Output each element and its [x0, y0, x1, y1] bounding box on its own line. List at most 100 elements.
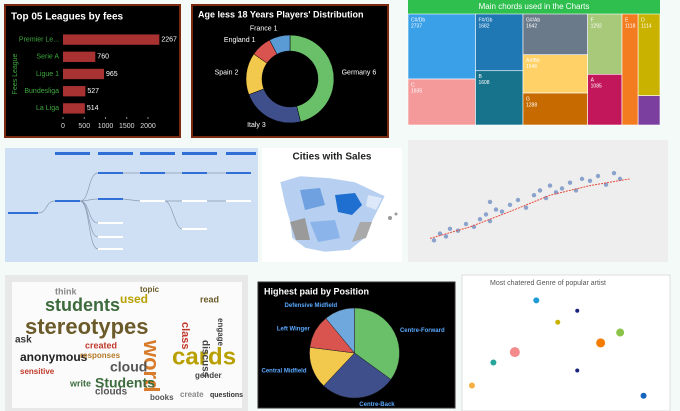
- word: discuss: [199, 340, 210, 378]
- slice-name: Italy: [247, 122, 260, 129]
- point: [468, 382, 475, 389]
- point: [499, 209, 505, 214]
- slice-value: 1: [274, 25, 278, 32]
- map-island: [394, 212, 398, 216]
- flow-node: [182, 228, 207, 230]
- slice-label: Germany 6: [342, 70, 377, 77]
- category-label: Premier Le...: [19, 36, 59, 43]
- chart-title: Top 05 Leagues by fees: [11, 12, 124, 23]
- tile-value: 1546: [526, 64, 537, 70]
- point: [547, 183, 553, 188]
- flow-bar: [8, 212, 38, 214]
- tile: [407, 78, 476, 126]
- slice-name: Defensive Midfield: [285, 303, 338, 309]
- tile-value: 1292: [591, 23, 602, 29]
- tile-value: 1288: [526, 102, 537, 108]
- chart-title: Highest paid by Position: [264, 286, 369, 296]
- tile-label: G: [526, 96, 530, 102]
- tile-label: F: [591, 17, 594, 23]
- bar: [63, 68, 105, 80]
- chart-title: Age less 18 Years Players' Distribution: [198, 9, 364, 19]
- point: [579, 176, 585, 182]
- flow-bar: [55, 152, 90, 155]
- word: used: [120, 292, 148, 306]
- point: [507, 202, 513, 207]
- word: write: [69, 378, 91, 388]
- panel: [461, 274, 671, 411]
- flow-headers: [8, 152, 256, 214]
- slice-label: Centre-Forward: [400, 327, 445, 333]
- word: cloud: [110, 359, 147, 375]
- point: [596, 338, 606, 348]
- map-panel: Cities with Sales: [262, 148, 402, 262]
- slice-value: 1: [252, 37, 256, 44]
- word: word: [139, 339, 164, 393]
- map-region: [290, 218, 310, 240]
- word: books: [150, 393, 174, 402]
- slice-name: Germany: [342, 70, 371, 77]
- word: think: [55, 286, 77, 296]
- point: [437, 231, 443, 236]
- flow-nodes: [98, 200, 251, 250]
- point: [543, 195, 549, 201]
- slice-label: Central Midfield: [261, 368, 306, 374]
- flow-panel: [5, 148, 258, 262]
- flow-node: [98, 248, 123, 250]
- tile-label: G#/Ab: [526, 17, 540, 23]
- tile-value: 1118: [625, 23, 636, 29]
- bar: [63, 34, 160, 45]
- point: [575, 368, 580, 373]
- slice: [289, 34, 335, 123]
- chart-title: Main chords used in the Charts: [479, 2, 590, 11]
- category-label: Ligue 1: [36, 71, 59, 78]
- flow-node: [98, 236, 123, 238]
- tile-value: 1935: [411, 88, 422, 94]
- word: responses: [80, 351, 121, 360]
- x-tick-label: 1000: [98, 123, 114, 130]
- x-tick-label: 500: [78, 123, 90, 130]
- point: [447, 226, 453, 231]
- map-region: [352, 222, 372, 242]
- word: gender: [195, 371, 222, 380]
- point: [431, 238, 437, 243]
- tile: [522, 92, 588, 126]
- word: stereotypes: [25, 314, 149, 339]
- map-title: Cities with Sales: [293, 152, 372, 163]
- word: students: [45, 295, 120, 315]
- map-island: [388, 216, 392, 220]
- value-label: 2267: [161, 36, 177, 43]
- category-label: La Liga: [36, 105, 59, 112]
- point: [531, 193, 537, 198]
- bar: [63, 103, 85, 114]
- slice-name: Centre-Back: [359, 401, 395, 407]
- point: [523, 205, 529, 210]
- slice-label: Defensive Midfield: [285, 303, 338, 309]
- slice-label: Left Winger: [277, 326, 311, 332]
- slice: [325, 307, 355, 354]
- slice-name: Spain: [215, 70, 233, 77]
- flow-link: [79, 200, 99, 250]
- tile-label: E: [625, 17, 629, 23]
- point: [553, 190, 559, 195]
- flow-bar: [98, 198, 123, 200]
- slice-label: England 1: [224, 37, 256, 44]
- tile-label: C: [411, 82, 415, 88]
- slice-name: Left Winger: [277, 326, 311, 332]
- tile: [587, 74, 623, 126]
- x-tick-label: 1500: [119, 123, 135, 130]
- slice-value: 2: [234, 70, 238, 77]
- word: questions: [210, 392, 243, 399]
- point: [595, 173, 601, 179]
- flow-bar: [98, 172, 123, 174]
- point: [477, 217, 483, 222]
- slice-label: France 1: [250, 25, 278, 32]
- tile-value: 1682: [478, 23, 489, 29]
- word: created: [85, 340, 117, 350]
- flow-node: [140, 200, 165, 202]
- flow-node: [182, 200, 207, 202]
- map-region: [366, 195, 382, 210]
- word: sensitive: [20, 367, 55, 376]
- category-label: Bundesliga: [24, 88, 59, 95]
